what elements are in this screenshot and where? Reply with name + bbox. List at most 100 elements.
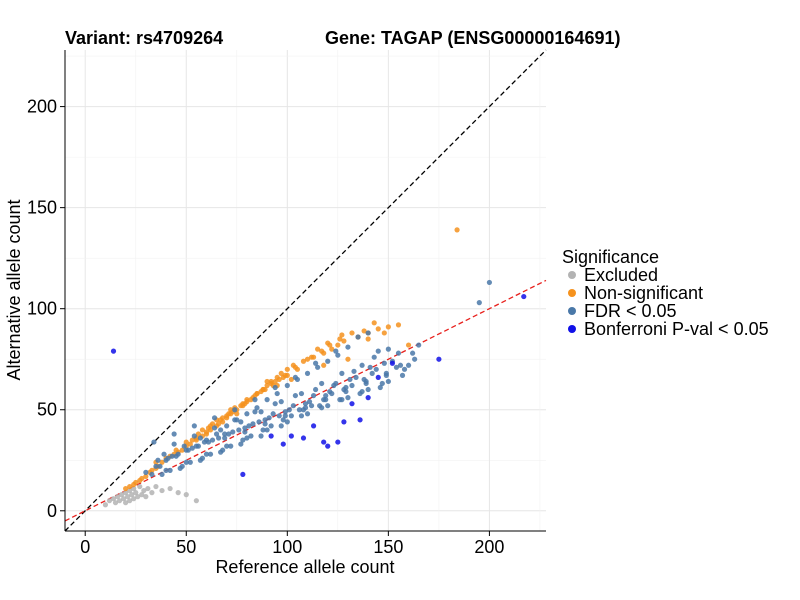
grid — [65, 50, 546, 531]
point-fdr-0-05 — [250, 421, 256, 427]
point-fdr-0-05 — [155, 457, 161, 463]
point-fdr-0-05 — [315, 364, 321, 370]
point-fdr-0-05 — [345, 395, 351, 401]
point-non-significant — [127, 483, 133, 490]
point-fdr-0-05 — [308, 403, 315, 409]
point-excluded — [127, 487, 133, 494]
point-fdr-0-05 — [254, 405, 260, 411]
point-fdr-0-05 — [278, 423, 284, 429]
point-fdr-0-05 — [270, 411, 276, 417]
point-fdr-0-05 — [171, 431, 177, 437]
legend-swatch-fdr — [568, 307, 576, 315]
point-fdr-0-05 — [333, 348, 339, 354]
data-points — [102, 227, 527, 508]
point-fdr-0-05 — [359, 388, 365, 395]
point-fdr-0-05 — [264, 427, 270, 433]
point-bonferroni-p-val-0-05 — [365, 395, 371, 401]
point-fdr-0-05 — [325, 403, 331, 409]
point-non-significant — [131, 481, 137, 488]
point-bonferroni-p-val-0-05 — [321, 439, 327, 445]
point-fdr-0-05 — [304, 411, 311, 417]
point-fdr-0-05 — [228, 443, 234, 449]
point-non-significant — [337, 336, 343, 342]
point-fdr-0-05 — [286, 407, 292, 413]
point-fdr-0-05 — [349, 382, 355, 389]
point-fdr-0-05 — [365, 330, 371, 336]
point-non-significant — [304, 356, 311, 362]
legend-label-nonsig: Non-significant — [584, 283, 703, 303]
point-non-significant — [288, 376, 294, 383]
point-fdr-0-05 — [209, 437, 216, 443]
point-excluded — [102, 502, 109, 508]
point-non-significant — [268, 378, 274, 385]
point-non-significant — [242, 401, 248, 407]
point-fdr-0-05 — [345, 344, 351, 350]
title-gene: Gene: TAGAP (ENSG00000164691) — [325, 28, 620, 48]
y-tick-label: 150 — [27, 198, 57, 218]
point-non-significant — [272, 378, 278, 385]
point-non-significant — [244, 397, 250, 403]
point-fdr-0-05 — [351, 368, 357, 374]
point-fdr-0-05 — [306, 399, 313, 405]
point-bonferroni-p-val-0-05 — [325, 443, 331, 449]
point-fdr-0-05 — [224, 443, 230, 449]
point-bonferroni-p-val-0-05 — [310, 423, 317, 429]
point-fdr-0-05 — [224, 423, 230, 429]
point-fdr-0-05 — [379, 380, 385, 387]
point-fdr-0-05 — [302, 405, 309, 411]
point-fdr-0-05 — [288, 413, 294, 419]
point-fdr-0-05 — [222, 431, 228, 437]
point-fdr-0-05 — [266, 415, 272, 421]
point-fdr-0-05 — [264, 397, 270, 403]
point-fdr-0-05 — [226, 431, 232, 437]
point-fdr-0-05 — [365, 386, 371, 393]
x-axis-title: Reference allele count — [215, 557, 394, 577]
point-fdr-0-05 — [203, 451, 210, 457]
point-excluded — [135, 494, 141, 500]
point-fdr-0-05 — [197, 457, 204, 463]
point-fdr-0-05 — [347, 376, 353, 383]
point-excluded — [129, 492, 135, 498]
point-fdr-0-05 — [296, 407, 303, 413]
point-non-significant — [137, 477, 143, 484]
point-fdr-0-05 — [161, 451, 167, 457]
point-fdr-0-05 — [393, 364, 400, 370]
point-non-significant — [335, 342, 341, 348]
point-fdr-0-05 — [238, 419, 244, 425]
point-fdr-0-05 — [238, 441, 244, 447]
point-non-significant — [365, 336, 371, 342]
point-fdr-0-05 — [327, 388, 333, 395]
point-fdr-0-05 — [242, 425, 248, 431]
point-excluded — [123, 500, 129, 506]
point-non-significant — [195, 431, 201, 437]
point-fdr-0-05 — [339, 370, 345, 376]
point-excluded — [159, 487, 165, 494]
point-non-significant — [218, 417, 224, 423]
point-fdr-0-05 — [211, 425, 218, 431]
point-fdr-0-05 — [416, 342, 422, 348]
point-fdr-0-05 — [242, 429, 248, 435]
point-fdr-0-05 — [401, 366, 408, 372]
point-fdr-0-05 — [335, 352, 341, 358]
point-fdr-0-05 — [284, 382, 290, 389]
point-non-significant — [187, 441, 193, 447]
point-excluded — [137, 483, 143, 490]
point-non-significant — [173, 447, 179, 453]
point-excluded — [125, 494, 131, 500]
point-fdr-0-05 — [215, 435, 222, 441]
point-fdr-0-05 — [319, 405, 325, 411]
legend-swatch-excluded — [568, 271, 576, 279]
point-excluded — [121, 496, 127, 502]
point-fdr-0-05 — [218, 427, 224, 433]
point-fdr-0-05 — [298, 390, 305, 397]
point-fdr-0-05 — [262, 417, 268, 423]
reference-line-identity — [64, 49, 547, 532]
point-non-significant — [238, 403, 244, 409]
point-fdr-0-05 — [284, 419, 290, 425]
legend-label-bonf: Bonferroni P-val < 0.05 — [584, 319, 769, 339]
point-excluded — [141, 487, 147, 494]
point-fdr-0-05 — [274, 390, 280, 397]
point-bonferroni-p-val-0-05 — [288, 433, 294, 439]
point-fdr-0-05 — [292, 392, 298, 399]
point-fdr-0-05 — [240, 437, 246, 443]
